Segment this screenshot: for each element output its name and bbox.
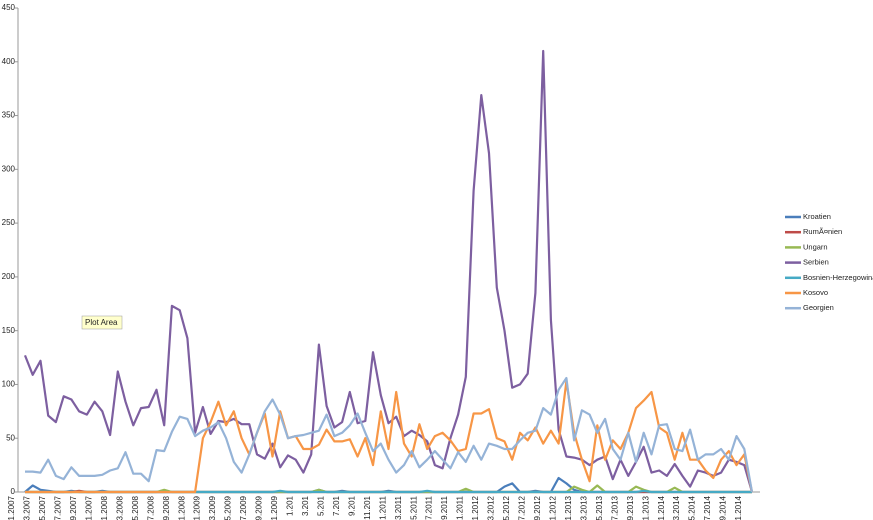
x-tick-label: 9.2007 bbox=[69, 495, 78, 520]
x-tick-label: 11.2007 bbox=[84, 495, 93, 520]
x-tick-label: 7.2007 bbox=[54, 495, 63, 520]
x-tick-label: 3.2013 bbox=[579, 495, 588, 520]
x-tick-label: 11.2013 bbox=[641, 495, 650, 520]
x-tick-label: 1.2011 bbox=[378, 495, 387, 519]
x-tick-label: 9.2008 bbox=[162, 495, 171, 520]
y-tick-label: 50 bbox=[6, 433, 15, 442]
x-tick-label: 9.2009 bbox=[255, 495, 264, 520]
y-tick-label: 400 bbox=[2, 57, 16, 66]
x-tick-label: 9.201 bbox=[347, 495, 356, 516]
legend-label: Kroatien bbox=[803, 212, 831, 221]
x-tick-label: 1.201 bbox=[286, 495, 295, 516]
y-tick-label: 150 bbox=[2, 326, 16, 335]
y-tick-label: 250 bbox=[2, 218, 16, 227]
x-tick-label: 5.2014 bbox=[688, 495, 697, 520]
x-tick-label: 1.2014 bbox=[657, 495, 666, 520]
x-tick-label: 11.2008 bbox=[177, 495, 186, 520]
x-tick-label: 5.2013 bbox=[595, 495, 604, 520]
x-tick-label: 3.2009 bbox=[208, 495, 217, 520]
tooltip: Plot Area bbox=[85, 318, 118, 327]
x-tick-label: 5.201 bbox=[316, 495, 325, 516]
x-tick-label: 9.2014 bbox=[719, 495, 728, 520]
x-tick-label: 11.2012 bbox=[548, 495, 557, 520]
y-tick-label: 450 bbox=[2, 3, 16, 12]
x-tick-label: 1.2008 bbox=[100, 495, 109, 520]
x-tick-label: 1.2013 bbox=[564, 495, 573, 520]
x-tick-label: 7.2009 bbox=[239, 495, 248, 520]
x-tick-label: 3.2007 bbox=[23, 495, 32, 520]
x-tick-label: 5.2007 bbox=[38, 495, 47, 520]
x-tick-label: 7.201 bbox=[332, 495, 341, 516]
x-tick-label: 1.2009 bbox=[193, 495, 202, 520]
legend-label: Serbien bbox=[803, 258, 829, 267]
x-tick-label: 7.2012 bbox=[518, 495, 527, 520]
series-line bbox=[25, 376, 754, 493]
tooltip-box bbox=[81, 315, 123, 330]
series-line bbox=[23, 49, 754, 493]
legend-label: RumÃ¤nien bbox=[803, 227, 842, 236]
x-tick-label: 3.2011 bbox=[394, 495, 403, 519]
x-tick-label: 3.201 bbox=[301, 495, 310, 516]
x-tick-label: 5.2008 bbox=[131, 495, 140, 520]
x-tick-label: 3.2012 bbox=[487, 495, 496, 520]
legend-label: Bosnien-Herzegowina bbox=[803, 273, 873, 282]
legend-label: Georgien bbox=[803, 303, 834, 312]
x-tick-label: 5.2011 bbox=[409, 495, 418, 519]
x-tick-label: 11.2009 bbox=[270, 495, 279, 520]
series-line bbox=[25, 380, 754, 494]
x-tick-label: 7.2008 bbox=[146, 495, 155, 520]
x-tick-label: 11.2014 bbox=[734, 495, 743, 520]
x-tick-label: 9.2013 bbox=[626, 495, 635, 520]
y-tick-label: 300 bbox=[2, 164, 16, 173]
x-tick-label: 9.2011 bbox=[440, 495, 449, 519]
legend-label: Kosovo bbox=[803, 288, 828, 297]
x-tick-label: 7.2014 bbox=[703, 495, 712, 520]
x-tick-label: 3.2008 bbox=[115, 495, 124, 520]
x-tick-label: 1.2012 bbox=[471, 495, 480, 520]
x-tick-label: 7.2011 bbox=[425, 495, 434, 519]
y-tick-label: 200 bbox=[2, 272, 16, 281]
x-tick-label: 5.2012 bbox=[502, 495, 511, 520]
y-tick-label: 350 bbox=[2, 111, 16, 120]
x-tick-label: 11.201 bbox=[363, 495, 372, 519]
x-tick-label: 9.2012 bbox=[533, 495, 542, 520]
y-tick-label: 100 bbox=[2, 380, 16, 389]
x-tick-label: 5.2009 bbox=[224, 495, 233, 520]
x-tick-label: 11.2011 bbox=[456, 495, 465, 520]
x-tick-label: 7.2013 bbox=[610, 495, 619, 520]
y-tick-label: 0 bbox=[11, 487, 16, 496]
x-tick-label: 1.2007 bbox=[7, 495, 16, 520]
legend-label: Ungarn bbox=[803, 242, 828, 251]
x-tick-label: 3.2014 bbox=[672, 495, 681, 520]
